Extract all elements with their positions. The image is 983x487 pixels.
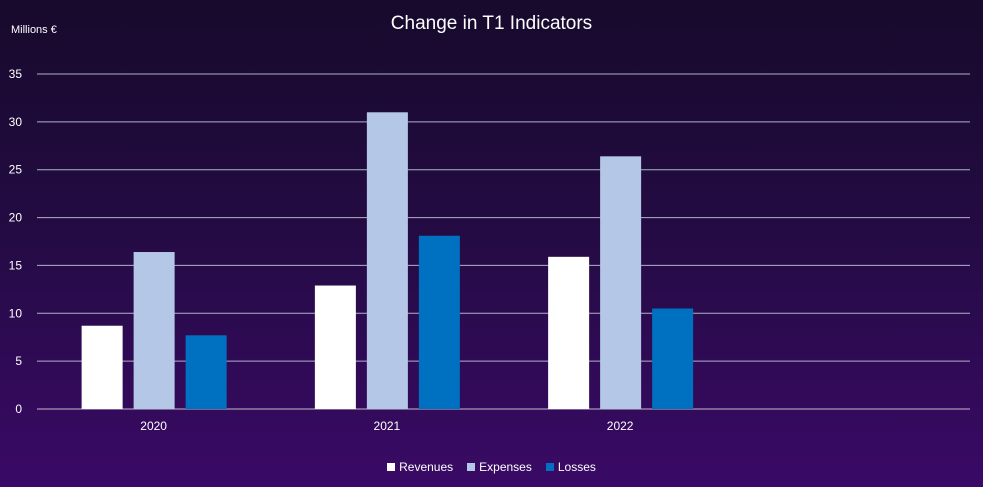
legend-swatch (467, 463, 476, 471)
y-tick-label: 30 (9, 115, 23, 129)
y-tick-label: 0 (15, 402, 22, 416)
y-axis-label: Millions € (11, 24, 57, 36)
y-tick-label: 10 (9, 306, 23, 320)
bar-expenses-2022 (600, 156, 642, 409)
legend: Revenues Expenses Losses (0, 460, 983, 474)
x-tick-label: 2022 (607, 419, 634, 433)
x-tick-label: 2021 (374, 419, 401, 433)
bar-expenses-2020 (133, 252, 175, 409)
legend-label: Revenues (399, 460, 454, 474)
bar-revenues-2022 (548, 256, 590, 409)
chart-title: Change in T1 Indicators (390, 13, 593, 34)
bar-revenues-2020 (81, 325, 123, 409)
legend-label: Losses (557, 460, 596, 474)
y-tick-label: 20 (9, 211, 23, 225)
bar-expenses-2021 (366, 112, 408, 410)
legend-label: Expenses (479, 460, 532, 474)
bar-revenues-2021 (314, 285, 356, 409)
legend-swatch (545, 463, 554, 471)
legend-item-losses: Losses (545, 460, 596, 474)
legend-swatch (387, 463, 396, 471)
bar-losses-2021 (418, 235, 460, 409)
y-tick-label: 35 (9, 67, 23, 81)
y-tick-label: 15 (9, 258, 23, 272)
legend-item-expenses: Expenses (467, 460, 532, 474)
legend-item-revenues: Revenues (387, 460, 453, 474)
x-tick-label: 2020 (140, 419, 167, 433)
y-tick-label: 5 (15, 354, 22, 368)
y-tick-label: 25 (9, 163, 23, 177)
bar-losses-2020 (185, 335, 227, 409)
bar-losses-2022 (652, 308, 694, 409)
